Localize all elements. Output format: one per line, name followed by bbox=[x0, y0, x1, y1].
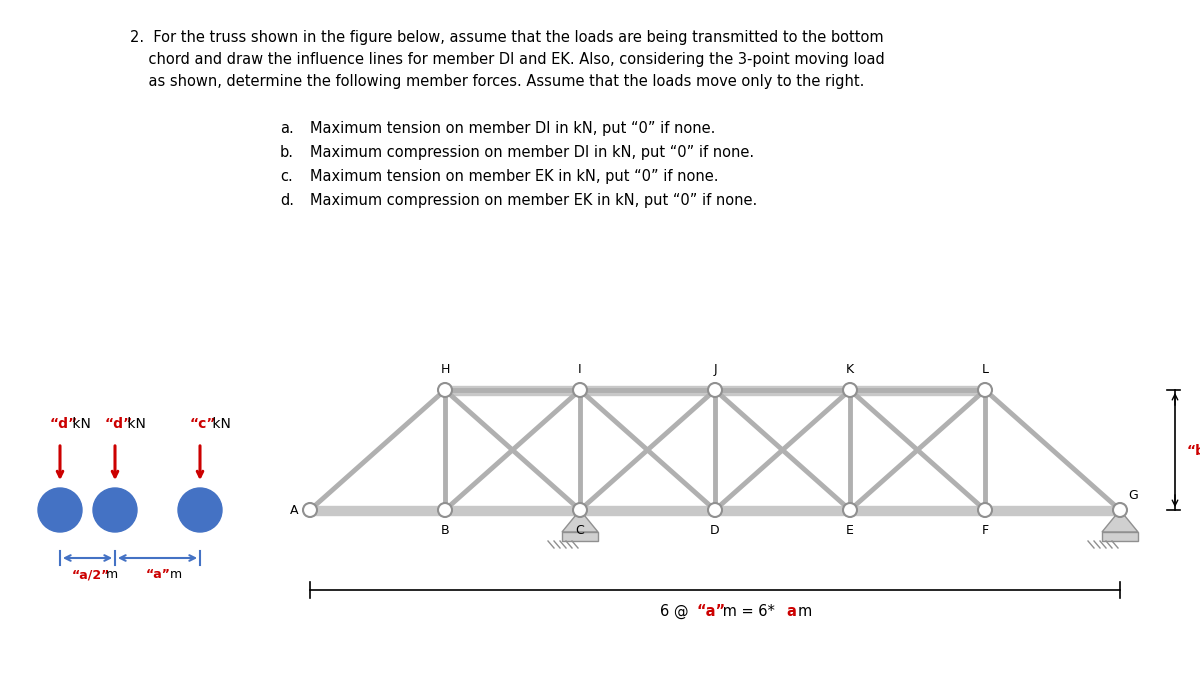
Text: 6 @: 6 @ bbox=[660, 604, 694, 619]
Text: “c”: “c” bbox=[190, 417, 216, 431]
Text: c.: c. bbox=[280, 169, 293, 184]
Text: F: F bbox=[982, 524, 989, 537]
Text: 2.  For the truss shown in the figure below, assume that the loads are being tra: 2. For the truss shown in the figure bel… bbox=[130, 30, 883, 45]
Text: “d”: “d” bbox=[50, 417, 78, 431]
Text: I: I bbox=[578, 363, 582, 376]
Circle shape bbox=[1114, 503, 1127, 517]
Text: kN: kN bbox=[124, 417, 146, 431]
Text: d.: d. bbox=[280, 193, 294, 208]
Circle shape bbox=[842, 383, 857, 397]
Text: m: m bbox=[102, 568, 118, 581]
Text: m: m bbox=[166, 568, 181, 581]
Text: G: G bbox=[1128, 489, 1138, 502]
Polygon shape bbox=[1102, 510, 1138, 532]
Text: “b”: “b” bbox=[1187, 444, 1200, 458]
Circle shape bbox=[38, 488, 82, 532]
Bar bbox=[445, 386, 985, 395]
Text: kN: kN bbox=[208, 417, 230, 431]
Text: Maximum compression on member EK in kN, put “0” if none.: Maximum compression on member EK in kN, … bbox=[310, 193, 757, 208]
Circle shape bbox=[574, 503, 587, 517]
Text: D: D bbox=[710, 524, 720, 537]
Text: “a”: “a” bbox=[696, 604, 725, 619]
Bar bbox=[310, 506, 1120, 514]
Circle shape bbox=[438, 383, 452, 397]
Circle shape bbox=[708, 503, 722, 517]
Text: C: C bbox=[576, 524, 584, 537]
Text: “d”: “d” bbox=[106, 417, 133, 431]
Circle shape bbox=[178, 488, 222, 532]
Text: Maximum tension on member EK in kN, put “0” if none.: Maximum tension on member EK in kN, put … bbox=[310, 169, 719, 184]
Text: B: B bbox=[440, 524, 449, 537]
Circle shape bbox=[978, 383, 992, 397]
Circle shape bbox=[842, 503, 857, 517]
Bar bbox=[562, 532, 598, 541]
Text: E: E bbox=[846, 524, 854, 537]
Text: “a”: “a” bbox=[145, 568, 170, 581]
Text: m: m bbox=[798, 604, 812, 619]
Text: kN: kN bbox=[68, 417, 91, 431]
Circle shape bbox=[574, 383, 587, 397]
Text: chord and draw the influence lines for member DI and EK. Also, considering the 3: chord and draw the influence lines for m… bbox=[130, 52, 884, 67]
Text: “a/2”: “a/2” bbox=[72, 568, 109, 581]
Text: K: K bbox=[846, 363, 854, 376]
Circle shape bbox=[978, 503, 992, 517]
Text: Maximum tension on member DI in kN, put “0” if none.: Maximum tension on member DI in kN, put … bbox=[310, 121, 715, 136]
Text: b.: b. bbox=[280, 145, 294, 160]
Text: a.: a. bbox=[280, 121, 294, 136]
Text: m = 6*: m = 6* bbox=[718, 604, 775, 619]
Circle shape bbox=[94, 488, 137, 532]
Text: A: A bbox=[289, 503, 298, 516]
Text: H: H bbox=[440, 363, 450, 376]
Polygon shape bbox=[562, 510, 598, 532]
Circle shape bbox=[302, 503, 317, 517]
Text: L: L bbox=[982, 363, 989, 376]
Text: J: J bbox=[713, 363, 716, 376]
Text: as shown, determine the following member forces. Assume that the loads move only: as shown, determine the following member… bbox=[130, 74, 864, 89]
Bar bbox=[1102, 532, 1138, 541]
Text: a: a bbox=[786, 604, 796, 619]
Circle shape bbox=[708, 383, 722, 397]
Text: Maximum compression on member DI in kN, put “0” if none.: Maximum compression on member DI in kN, … bbox=[310, 145, 754, 160]
Circle shape bbox=[438, 503, 452, 517]
